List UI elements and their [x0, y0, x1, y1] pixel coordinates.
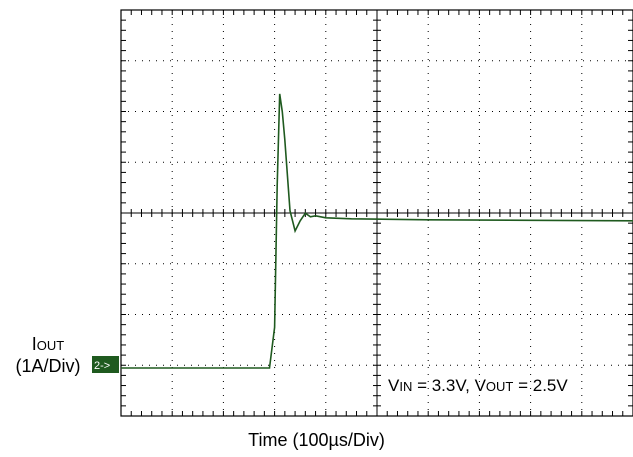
grid [120, 9, 633, 417]
channel-marker: 2-> [92, 356, 119, 373]
channel-name: IOUT [31, 334, 65, 354]
channel-label: IOUT (1A/Div) [3, 334, 93, 376]
channel-scale: (1A/Div) [15, 356, 81, 376]
svg-text:2->: 2-> [94, 360, 110, 372]
condition-annotation: VIN = 3.3V, VOUT = 2.5V [388, 376, 568, 395]
x-axis-label: Time (100µs/Div) [248, 430, 385, 450]
iout-trace [121, 93, 633, 369]
